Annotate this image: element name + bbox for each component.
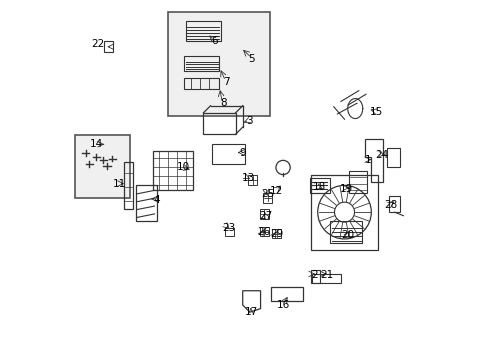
Text: 14: 14	[89, 139, 102, 149]
Bar	[271, 229, 281, 238]
Bar	[329, 221, 362, 243]
Text: 16: 16	[277, 300, 290, 310]
Text: 10: 10	[177, 162, 190, 172]
Bar	[225, 228, 233, 236]
Text: 18: 18	[312, 182, 325, 192]
Bar	[103, 41, 112, 52]
Bar	[167, 12, 269, 116]
Bar	[75, 135, 130, 198]
Bar	[247, 175, 257, 185]
Text: 21: 21	[319, 270, 333, 280]
Bar	[348, 171, 366, 193]
Text: 11: 11	[113, 179, 126, 189]
Bar	[388, 196, 399, 212]
Bar	[259, 209, 268, 219]
Text: 23: 23	[222, 223, 235, 233]
Text: 13: 13	[241, 173, 254, 183]
Bar	[386, 148, 400, 167]
Bar	[263, 193, 272, 203]
Text: 4: 4	[153, 195, 160, 204]
Text: 29: 29	[269, 229, 283, 239]
Bar	[153, 151, 192, 190]
Bar	[310, 270, 319, 283]
Text: 26: 26	[257, 227, 270, 237]
Text: 24: 24	[375, 150, 388, 160]
Text: 2: 2	[310, 270, 317, 280]
Text: 19: 19	[339, 184, 352, 194]
Bar	[259, 227, 268, 237]
Text: 15: 15	[369, 107, 383, 117]
Text: 20: 20	[341, 230, 354, 240]
Text: 28: 28	[384, 200, 397, 210]
Bar	[136, 185, 157, 221]
Bar	[124, 162, 132, 208]
Text: 7: 7	[223, 77, 229, 87]
Bar	[184, 56, 218, 71]
Text: 25: 25	[261, 189, 274, 199]
Text: 6: 6	[210, 36, 217, 46]
Text: 8: 8	[219, 98, 226, 108]
Text: 9: 9	[239, 148, 245, 158]
Text: 5: 5	[248, 54, 254, 64]
Text: 12: 12	[269, 186, 283, 196]
Text: 3: 3	[246, 116, 253, 126]
Text: 22: 22	[91, 39, 104, 49]
Bar	[186, 21, 220, 41]
Bar	[310, 175, 378, 249]
Bar	[183, 78, 219, 89]
Bar	[309, 178, 329, 193]
Text: 1: 1	[364, 156, 370, 165]
Text: 27: 27	[259, 211, 272, 221]
Bar	[312, 274, 340, 283]
Text: 17: 17	[244, 307, 258, 317]
Bar	[212, 144, 244, 164]
